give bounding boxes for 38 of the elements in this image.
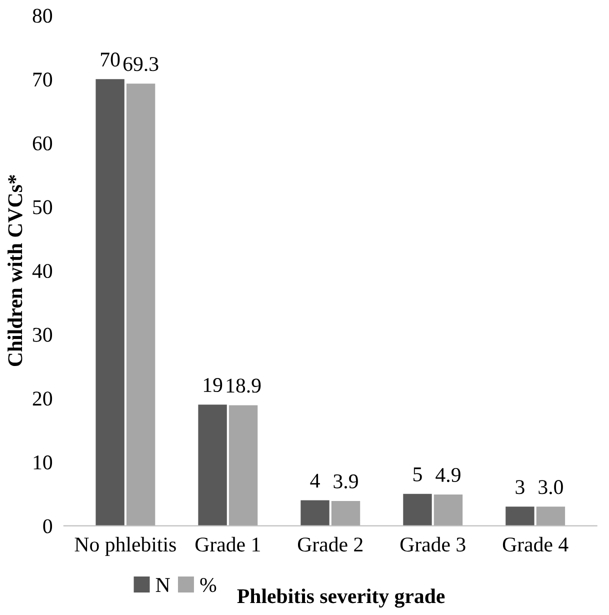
y-tick-label: 40 <box>32 264 52 278</box>
y-tick-label: 0 <box>43 519 52 534</box>
bar <box>126 84 156 526</box>
bar <box>403 494 432 526</box>
bar <box>331 500 360 526</box>
bar <box>434 494 463 526</box>
x-axis-title: Phlebitis severity grade <box>237 588 445 608</box>
data-label: 5 <box>413 468 422 482</box>
x-tick-label: Grade 3 <box>400 536 466 552</box>
data-label: 3.0 <box>538 480 563 494</box>
data-label: 19 <box>204 378 222 392</box>
data-label: 4.9 <box>436 468 460 482</box>
x-tick-label: No phlebitis <box>74 536 176 556</box>
y-tick-label: 60 <box>32 136 52 150</box>
bar <box>198 404 227 526</box>
y-tick-label: 80 <box>32 8 52 23</box>
legend-label: N <box>156 578 170 592</box>
bar <box>96 79 124 526</box>
bar <box>300 500 330 526</box>
y-tick-label: 50 <box>33 200 52 214</box>
data-label: 3.9 <box>334 474 358 488</box>
data-label: 4 <box>310 474 320 488</box>
y-tick-label: 10 <box>34 455 52 470</box>
data-label: 69.3 <box>123 57 158 72</box>
data-label: 3 <box>516 480 524 494</box>
y-tick-label: 30 <box>32 328 52 342</box>
data-label: 70 <box>101 52 120 67</box>
x-tick-label: Grade 4 <box>502 536 568 552</box>
y-tick-label: 20 <box>32 392 52 406</box>
legend-label: % <box>200 578 216 592</box>
bar <box>228 405 258 526</box>
bar <box>536 506 566 526</box>
data-label: 18.9 <box>226 378 261 393</box>
bar <box>506 506 534 526</box>
x-tick-label: Grade 1 <box>196 536 260 552</box>
y-axis-title: Children with CVCs* <box>8 174 22 366</box>
x-tick-label: Grade 2 <box>298 536 362 552</box>
y-tick-label: 70 <box>33 72 52 87</box>
